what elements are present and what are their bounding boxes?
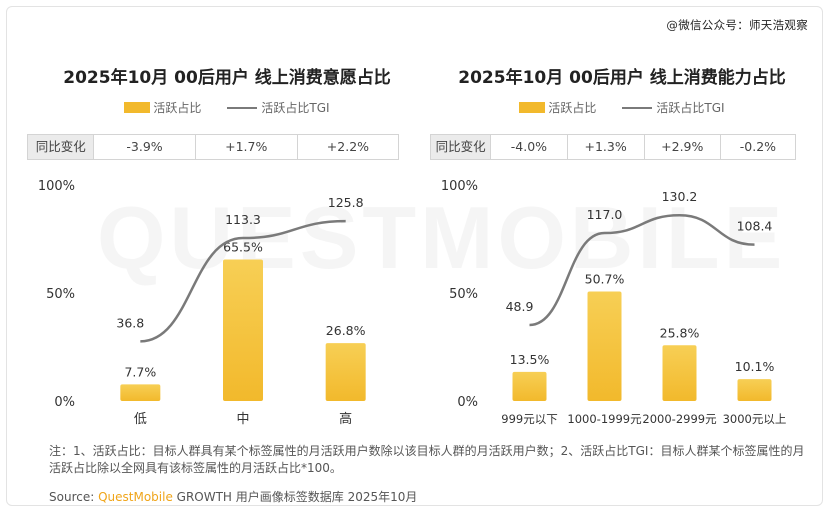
bar-value-label: 50.7% [585, 271, 625, 286]
bar [223, 259, 263, 401]
bar [737, 379, 772, 401]
bar [120, 384, 161, 401]
bar-value-label: 25.8% [660, 325, 700, 340]
tgi-value-label: 130.2 [662, 189, 698, 204]
x-category-label: 1000-1999元 [567, 412, 642, 426]
yoy-cell: +2.2% [296, 135, 398, 159]
legend-line-swatch [227, 107, 258, 109]
bar [512, 371, 547, 401]
yoy-cell: +1.3% [566, 135, 644, 159]
source-prefix: Source: [49, 490, 99, 504]
chart-legend: 活跃占比 活跃占比TGI [422, 99, 822, 116]
yoy-header: 同比变化 [431, 135, 491, 159]
tgi-value-label: 48.9 [506, 299, 534, 314]
yoy-table: 同比变化 -3.9% +1.7% +2.2% [27, 134, 399, 160]
legend-bar-label: 活跃占比 [153, 101, 202, 115]
y-tick-label: 100% [441, 179, 478, 194]
y-tick-label: 50% [46, 287, 75, 302]
yoy-cell: +2.9% [643, 135, 720, 159]
yoy-cell: -4.0% [490, 135, 566, 159]
bar [587, 291, 622, 401]
bar [325, 343, 366, 401]
footnote: 注：1、活跃占比：目标人群具有某个标签属性的月活跃用户数除以该目标人群的月活跃用… [49, 444, 805, 475]
chart-panel-ability: 2025年10月 00后用户 线上消费能力占比 活跃占比 活跃占比TGI 同比变化… [422, 7, 822, 437]
chart-plot-ability: 0% 50% 100% 13.5% 50.7% 25.8% 10.1% 999元以下 1000-… [441, 179, 787, 426]
yoy-cell: -3.9% [93, 135, 194, 159]
source-brand: QuestMobile [98, 490, 173, 504]
bar-value-label: 10.1% [735, 359, 775, 374]
chart-frame: QUESTMOBILE @微信公众号：师天浩观察 2025年10月 00后用户 … [6, 6, 823, 506]
bar-value-label: 26.8% [326, 323, 366, 338]
x-category-label: 低 [134, 412, 147, 427]
x-category-label: 中 [236, 412, 249, 427]
tgi-line [529, 213, 755, 327]
chart-title: 2025年10月 00后用户 线上消费能力占比 [458, 68, 786, 88]
yoy-cell: -0.2% [719, 135, 795, 159]
yoy-header: 同比变化 [28, 135, 94, 159]
legend-bar-swatch [124, 102, 151, 113]
chart-plot-willingness: 0% 50% 100% 7.7% 65.5% 26.8% 低 中 高 36.8 113.3 125.8 [38, 179, 366, 427]
legend-line-label: 活跃占比TGI [261, 101, 330, 115]
x-category-label: 3000元以上 [723, 412, 787, 426]
y-tick-label: 100% [38, 179, 75, 194]
yoy-table: 同比变化 -4.0% +1.3% +2.9% -0.2% [430, 134, 796, 160]
source-suffix: GROWTH 用户画像标签数据库 2025年10月 [172, 490, 418, 504]
x-category-label: 2000-2999元 [642, 412, 717, 426]
chart-title: 2025年10月 00后用户 线上消费意愿占比 [63, 68, 391, 88]
tgi-value-label: 36.8 [116, 315, 144, 330]
legend-bar-label: 活跃占比 [548, 101, 597, 115]
background-watermark: QUESTMOBILE [97, 188, 787, 287]
chart-panel-willingness: 2025年10月 00后用户 线上消费意愿占比 活跃占比 活跃占比TGI 同比变化… [27, 7, 427, 437]
y-tick-label: 50% [449, 287, 478, 302]
x-category-label: 高 [339, 411, 352, 427]
legend-line-swatch [622, 107, 653, 109]
bar-value-label: 7.7% [124, 364, 156, 379]
legend-bar-swatch [519, 102, 546, 113]
source-line: Source: QuestMobile GROWTH 用户画像标签数据库 202… [49, 488, 417, 505]
x-category-label: 999元以下 [501, 412, 557, 426]
bar [662, 345, 697, 401]
tgi-value-label: 125.8 [328, 195, 364, 210]
tgi-value-label: 113.3 [225, 212, 261, 227]
tgi-line [140, 219, 346, 343]
y-tick-label: 0% [54, 395, 75, 410]
y-tick-label: 0% [457, 395, 478, 410]
tgi-value-label: 117.0 [587, 207, 623, 222]
bar-value-label: 65.5% [223, 240, 263, 255]
tgi-value-label: 108.4 [737, 219, 773, 234]
chart-legend: 活跃占比 活跃占比TGI [27, 99, 427, 116]
legend-line-label: 活跃占比TGI [656, 101, 725, 115]
bar-value-label: 13.5% [510, 352, 550, 367]
yoy-cell: +1.7% [194, 135, 297, 159]
wechat-account-label: @微信公众号：师天浩观察 [666, 18, 808, 32]
